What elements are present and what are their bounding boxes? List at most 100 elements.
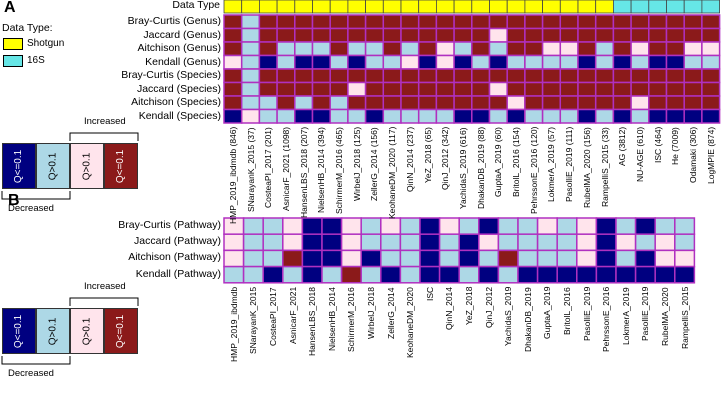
- column-label: Odamaki (306): [688, 126, 699, 183]
- heatmap-cell: [674, 217, 696, 235]
- heatmap-cell: [262, 265, 284, 284]
- column-label: NU-AGE (610): [634, 126, 645, 182]
- heatmap-cell: [347, 95, 367, 111]
- heatmap-cell: [497, 217, 519, 235]
- heatmap-cell: [417, 27, 438, 43]
- heatmap-cell: [453, 27, 473, 43]
- column-label: He (7009): [670, 127, 681, 165]
- heatmap-cell: [399, 217, 421, 235]
- data-type-cell: [312, 0, 331, 14]
- heatmap-cell: [294, 68, 314, 84]
- heatmap-cell: [634, 233, 656, 252]
- data-type-cell: [577, 0, 597, 14]
- heatmap-cell: [282, 233, 304, 252]
- heatmap-cell: [347, 54, 367, 70]
- heatmap-cell: [630, 95, 650, 111]
- heatmap-cell: [478, 233, 500, 252]
- heatmap-cell: [382, 95, 402, 111]
- heatmap-cell: [276, 54, 296, 70]
- heatmap-cell: [458, 249, 480, 268]
- 16s-legend-swatch: [3, 55, 23, 67]
- column-label: GuptaA_2019 (60): [493, 127, 504, 197]
- heatmap-cell: [488, 81, 508, 97]
- heatmap-cell: [453, 41, 473, 57]
- heatmap-cell: [240, 108, 261, 124]
- heatmap-cell: [612, 81, 632, 97]
- data-type-cell: [241, 0, 260, 14]
- heatmap-cell: [262, 249, 284, 268]
- data-type-cell: [524, 0, 544, 14]
- heatmap-cell: [364, 14, 385, 30]
- heatmap-cell: [329, 68, 349, 84]
- data-type-row-label: Data Type: [172, 0, 220, 11]
- heatmap-cell: [536, 265, 558, 284]
- heatmap-cell: [276, 27, 296, 43]
- heatmap-cell: [400, 95, 420, 111]
- heatmap-cell: [258, 54, 278, 70]
- data-type-cell: [489, 0, 508, 14]
- column-label: QinJ_2012 (342): [440, 126, 451, 190]
- heatmap-cell: [242, 233, 264, 252]
- heatmap-cell: [648, 41, 668, 57]
- heatmap-cell: [524, 81, 544, 97]
- heatmap-cell: [576, 265, 598, 284]
- heatmap-cell: [276, 68, 296, 84]
- heatmap-cell: [400, 68, 420, 84]
- column-label: HMP_2019_ibdmdb: [228, 286, 239, 362]
- heatmap-cell: [701, 54, 721, 70]
- heatmap-cell: [674, 265, 696, 284]
- heatmap-cell: [329, 108, 349, 124]
- heatmap-cell: [506, 108, 526, 124]
- heatmap-cell: [435, 14, 455, 30]
- heatmap-cell: [364, 95, 385, 111]
- heatmap-cell: [329, 41, 349, 57]
- heatmap-cell: [506, 54, 526, 70]
- heatmap-cell: [665, 14, 685, 30]
- increased-bracket: [69, 297, 139, 306]
- heatmap-cell: [701, 95, 721, 111]
- heatmap-cell: [380, 249, 402, 268]
- row-label: Jaccard (Species): [136, 82, 221, 95]
- heatmap-cell: [419, 217, 441, 235]
- heatmap-cell: [541, 14, 562, 30]
- panel-b-label: B: [8, 192, 20, 209]
- heatmap-cell: [329, 95, 349, 111]
- heatmap-cell: [380, 265, 402, 284]
- column-label: RubelMA_2020 (156): [581, 127, 592, 208]
- heatmap-cell: [577, 108, 597, 124]
- column-label: PehrssonE_2016: [601, 286, 612, 352]
- heatmap-cell: [435, 68, 455, 84]
- heatmap-cell: [559, 81, 579, 97]
- heatmap-cell: [301, 265, 323, 284]
- heatmap-cell: [400, 81, 420, 97]
- heatmap-cell: [258, 81, 278, 97]
- heatmap-cell: [594, 27, 615, 43]
- heatmap-cell: [497, 265, 519, 284]
- heatmap-cell: [577, 27, 597, 43]
- heatmap-cell: [615, 233, 637, 252]
- heatmap-cell: [471, 27, 491, 43]
- heatmap-cell: [311, 41, 331, 57]
- heatmap-cell: [321, 249, 343, 268]
- heatmap-cell: [612, 14, 632, 30]
- data-type-cell: [559, 0, 579, 14]
- heatmap-cell: [321, 233, 343, 252]
- heatmap-cell: [419, 233, 441, 252]
- heatmap-cell: [399, 249, 421, 268]
- heatmap-cell: [674, 233, 696, 252]
- heatmap-cell: [595, 217, 617, 235]
- heatmap-cell: [506, 68, 526, 84]
- heatmap-cell: [329, 54, 349, 70]
- heatmap-cell: [382, 54, 402, 70]
- heatmap-cell: [541, 41, 562, 57]
- data-type-legend-title: Data Type:: [2, 22, 53, 34]
- heatmap-cell: [524, 54, 544, 70]
- heatmap-cell: [654, 265, 676, 284]
- heatmap-cell: [282, 265, 304, 284]
- heatmap-cell: [478, 265, 500, 284]
- heatmap-cell: [701, 108, 721, 124]
- heatmap-cell: [294, 41, 314, 57]
- data-type-cell: [258, 0, 278, 14]
- column-label: YachidaS_2019: [503, 286, 514, 346]
- heatmap-cell: [340, 249, 362, 268]
